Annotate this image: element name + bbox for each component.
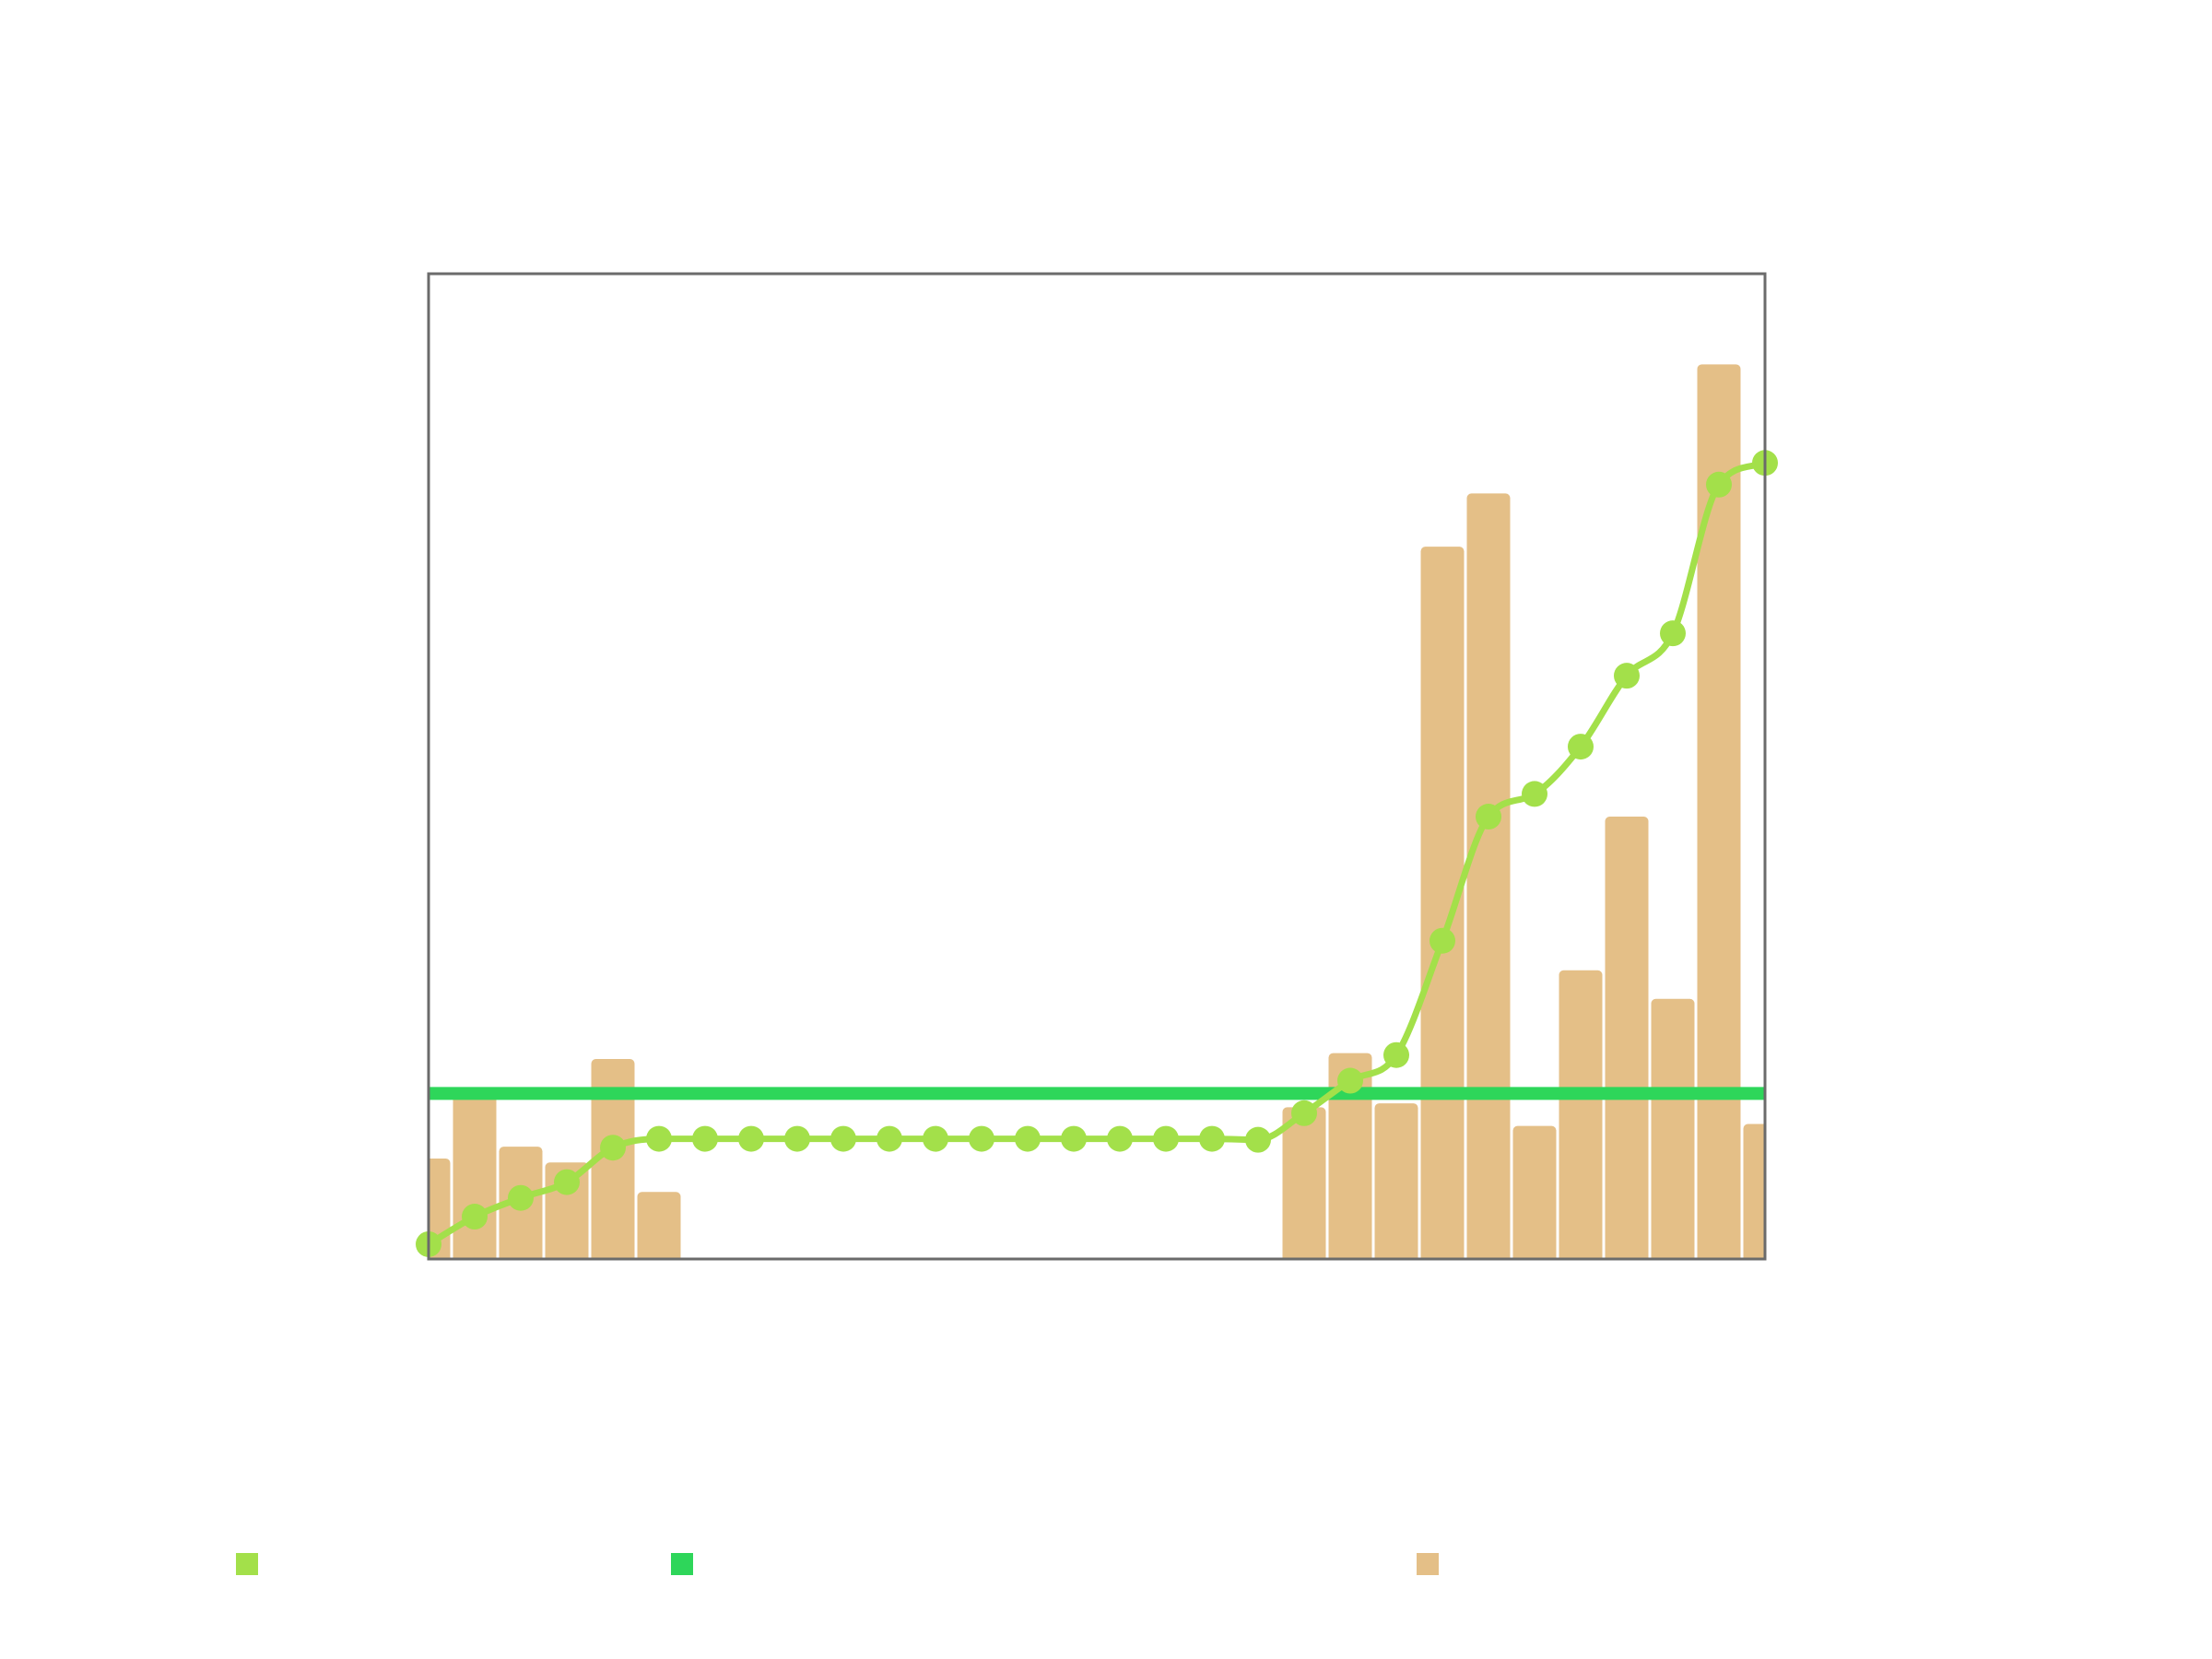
line-point <box>784 1125 810 1152</box>
line-point <box>1430 927 1455 954</box>
bar <box>1420 547 1465 1259</box>
line-point <box>1568 734 1594 760</box>
plot-frame <box>427 272 1767 1261</box>
line-point <box>830 1125 856 1152</box>
line-point <box>1614 663 1640 689</box>
line-point <box>1476 804 1501 830</box>
line-point <box>1383 1041 1409 1068</box>
legend-swatch <box>236 1553 258 1575</box>
bar <box>1512 1125 1557 1259</box>
line-point <box>1660 620 1686 647</box>
line-point <box>738 1125 764 1152</box>
line-point <box>1107 1125 1133 1152</box>
bar <box>1559 970 1603 1259</box>
line-point <box>969 1125 994 1152</box>
line-point <box>1199 1125 1225 1152</box>
line-point <box>1706 471 1732 498</box>
line-point <box>1245 1126 1271 1153</box>
legend-swatch <box>1417 1553 1439 1575</box>
line-point <box>646 1125 672 1152</box>
line-point <box>1153 1125 1179 1152</box>
line-point <box>554 1169 580 1195</box>
bar <box>453 1091 497 1259</box>
line-point <box>462 1204 488 1230</box>
line-point <box>1291 1100 1317 1126</box>
bar <box>1605 817 1649 1259</box>
line-point <box>1522 781 1547 807</box>
line-point <box>600 1135 626 1161</box>
bar <box>1743 1124 1765 1259</box>
line-point <box>1015 1125 1041 1152</box>
bar <box>1651 998 1695 1259</box>
legend <box>236 1553 1439 1575</box>
bar <box>1697 364 1741 1259</box>
bar <box>637 1192 681 1259</box>
line-point <box>1061 1125 1087 1152</box>
legend-swatch <box>671 1553 693 1575</box>
bar <box>1374 1103 1418 1259</box>
line-point <box>877 1125 902 1152</box>
line-point <box>692 1125 718 1152</box>
bar <box>1466 493 1511 1259</box>
line-point <box>923 1125 948 1152</box>
bar <box>1328 1053 1372 1259</box>
line-point <box>1337 1067 1363 1094</box>
line-point <box>508 1184 534 1211</box>
bar <box>1282 1107 1326 1259</box>
bar-series <box>429 364 1765 1259</box>
